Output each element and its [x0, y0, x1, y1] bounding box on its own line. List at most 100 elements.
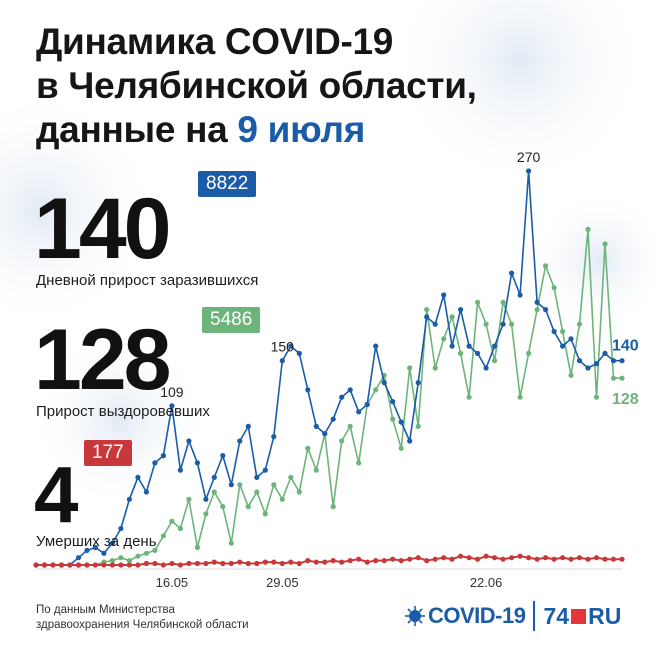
data-point-deaths	[534, 556, 540, 562]
data-point-infected	[449, 343, 455, 349]
data-point-deaths	[593, 555, 600, 561]
data-point-recovered	[492, 358, 498, 364]
data-point-deaths	[466, 555, 472, 561]
data-point-deaths	[254, 560, 260, 567]
data-point-deaths	[126, 562, 132, 568]
data-point-recovered	[466, 394, 472, 400]
data-point-deaths	[483, 553, 489, 559]
data-point-infected	[526, 168, 532, 174]
series-line-deaths	[36, 555, 622, 567]
data-point-deaths	[373, 558, 379, 564]
data-point-infected	[610, 358, 617, 364]
data-point-infected	[92, 544, 98, 551]
data-point-deaths	[364, 559, 370, 565]
data-point-infected	[220, 453, 226, 459]
data-point-infected	[534, 299, 540, 305]
data-point-infected	[492, 343, 498, 349]
data-point-deaths	[424, 558, 430, 564]
data-point-recovered	[177, 525, 183, 532]
x-tick-label: 22.06	[470, 575, 503, 590]
data-point-infected	[160, 453, 166, 459]
data-point-deaths	[398, 558, 404, 564]
data-point-deaths	[458, 553, 464, 559]
data-point-deaths	[356, 556, 362, 562]
data-point-deaths	[152, 560, 158, 567]
data-point-deaths	[568, 556, 574, 562]
data-point-infected	[330, 416, 336, 422]
data-point-deaths	[305, 558, 311, 564]
data-point-deaths	[432, 556, 438, 562]
data-point-recovered	[211, 489, 217, 495]
data-point-recovered	[390, 416, 396, 422]
data-point-infected	[593, 361, 600, 367]
data-point-deaths	[220, 560, 226, 567]
source-line-2: здравоохранения Челябинской области	[36, 619, 249, 631]
data-point-recovered	[517, 394, 523, 400]
data-point-infected	[203, 496, 209, 502]
data-point-deaths	[101, 562, 107, 568]
data-point-infected	[262, 467, 268, 473]
data-point-infected	[194, 460, 200, 466]
data-point-deaths	[610, 556, 617, 562]
data-point-infected	[228, 482, 234, 488]
data-point-deaths	[58, 562, 65, 568]
infected-total-badge: 8822	[198, 171, 257, 197]
data-source: По данным Министерства здравоохранения Ч…	[36, 603, 249, 633]
stat-recovered: 128 Прирост выздоровевших	[34, 317, 210, 420]
data-point-infected	[118, 525, 124, 532]
data-point-recovered	[576, 321, 583, 327]
series-line-infected	[36, 170, 622, 566]
stat-deaths: 4 Умерших за день	[34, 455, 157, 551]
data-point-infected	[475, 350, 481, 356]
data-point-recovered	[245, 504, 251, 510]
logo-red-square	[571, 608, 587, 624]
data-point-deaths	[118, 562, 124, 568]
data-point-recovered	[449, 314, 455, 320]
data-point-infected	[576, 358, 583, 364]
data-point-recovered	[160, 533, 166, 539]
data-point-deaths	[211, 559, 217, 565]
data-point-deaths	[551, 556, 557, 562]
data-point-infected	[466, 343, 472, 349]
data-point-deaths	[322, 559, 328, 565]
data-point-deaths	[67, 562, 73, 568]
data-point-infected	[373, 343, 379, 349]
data-point-recovered	[254, 489, 260, 495]
data-point-infected	[143, 489, 149, 495]
data-point-deaths	[619, 556, 625, 562]
data-label-infected: 109	[160, 384, 184, 400]
data-point-infected	[585, 365, 591, 371]
data-point-recovered	[356, 460, 362, 466]
data-point-infected	[169, 403, 175, 409]
data-point-infected	[271, 434, 277, 440]
data-point-deaths	[560, 555, 566, 561]
recovered-total-badge: 5486	[202, 307, 261, 333]
data-point-recovered	[118, 555, 124, 561]
data-point-recovered	[109, 558, 115, 564]
data-point-deaths	[262, 559, 268, 565]
series-deaths	[33, 553, 625, 568]
data-point-infected	[602, 350, 608, 356]
data-label-recovered: 128	[612, 391, 639, 408]
data-point-deaths	[33, 562, 39, 568]
data-point-deaths	[109, 562, 115, 568]
data-point-deaths	[543, 555, 549, 561]
data-point-recovered	[619, 375, 625, 381]
logo-site: 74 RU	[543, 603, 621, 630]
data-point-deaths	[576, 555, 583, 561]
data-point-recovered	[441, 336, 447, 342]
data-point-infected	[483, 365, 489, 371]
data-point-recovered	[551, 285, 557, 291]
data-point-deaths	[313, 559, 319, 565]
data-label-infected: 150	[271, 339, 295, 355]
data-point-deaths	[143, 560, 149, 567]
data-point-infected	[390, 399, 396, 405]
x-tick-label: 16.05	[156, 575, 189, 590]
data-point-recovered	[126, 558, 132, 564]
logo-site-number: 74	[543, 602, 570, 629]
data-point-infected	[288, 343, 294, 349]
data-point-deaths	[347, 558, 353, 564]
data-point-infected	[560, 343, 566, 349]
